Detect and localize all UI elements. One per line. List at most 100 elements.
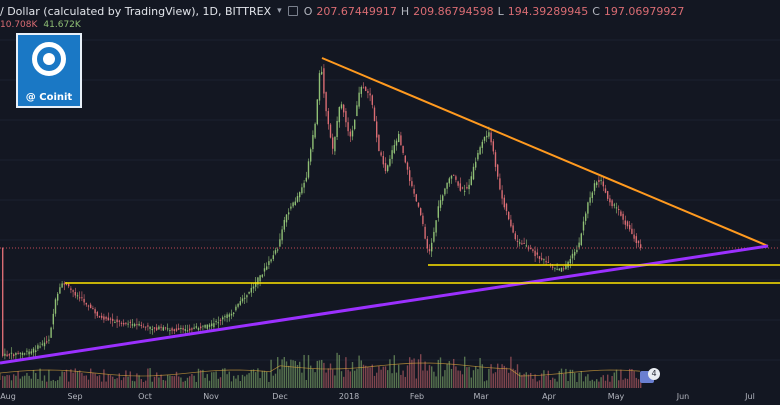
candle-body <box>285 214 288 223</box>
candle-body <box>530 248 532 250</box>
volume-bar <box>475 366 477 388</box>
volume-bar <box>197 368 200 388</box>
candle-body <box>433 231 435 242</box>
symbol-title[interactable]: / Dollar (calculated by TradingView), 1D… <box>0 4 272 18</box>
candle-body <box>347 122 349 132</box>
volume-bar <box>182 381 184 388</box>
volume-bar <box>560 368 563 388</box>
candle-body <box>466 187 468 189</box>
chart-header: / Dollar (calculated by TradingView), 1D… <box>0 0 780 22</box>
volume-bar <box>464 356 466 388</box>
candle-body <box>63 283 65 285</box>
volume-bar <box>536 381 538 388</box>
candle-body <box>292 202 294 207</box>
candle-body <box>98 316 101 318</box>
volume-bar <box>387 370 389 388</box>
candle-body <box>428 249 431 252</box>
volume-bar <box>43 375 46 388</box>
volume-bar <box>158 377 160 388</box>
time-axis[interactable]: Aug Sep Oct Nov Dec 2018 Feb Mar Apr May… <box>0 388 780 405</box>
candle-body <box>424 226 426 239</box>
candle-body <box>206 324 208 329</box>
candle-body <box>175 328 178 331</box>
volume-readout: 10.708K 41.672K <box>0 20 81 30</box>
candle-body <box>101 315 103 318</box>
volume-bar <box>138 375 140 388</box>
candle-body <box>395 140 398 146</box>
candle-body <box>336 120 338 138</box>
volume-bar <box>624 378 626 388</box>
candle-body <box>167 328 169 330</box>
volume-bar <box>466 367 468 388</box>
volume-bar <box>453 358 455 388</box>
candle-body <box>266 266 268 270</box>
volume-bar <box>580 370 582 388</box>
volume-bar <box>169 375 171 388</box>
volume-bar <box>393 355 395 388</box>
candle-body <box>354 119 356 130</box>
axis-label-nov: Nov <box>203 392 219 401</box>
candle-body <box>83 298 85 303</box>
volume-bar <box>114 379 116 388</box>
candle-body <box>475 161 477 168</box>
candle-body <box>8 354 10 356</box>
candle-body <box>19 352 21 354</box>
volume-bar <box>343 376 345 388</box>
volume-bar <box>81 372 83 388</box>
candle-body <box>68 284 70 287</box>
candle-body <box>620 211 622 216</box>
volume-bar <box>248 373 250 388</box>
volume-bar <box>477 369 479 388</box>
volume-bar <box>472 370 475 388</box>
candle-body <box>380 152 382 156</box>
candle-body <box>547 261 549 263</box>
open-value: 207.67449917 <box>316 4 397 18</box>
candle-body <box>281 229 283 241</box>
chevron-down-icon[interactable]: ▾ <box>277 6 282 16</box>
candle-body <box>532 249 534 251</box>
candle-body <box>4 353 6 356</box>
volume-bar <box>422 370 424 388</box>
volume-bar <box>281 359 283 388</box>
axis-label-aug: Aug <box>0 392 16 401</box>
volume-bar <box>321 359 323 388</box>
candle-body <box>96 311 98 316</box>
candle-body <box>114 322 116 324</box>
volume-bar <box>571 369 574 388</box>
visibility-icon[interactable] <box>287 6 298 16</box>
candle-body <box>367 91 369 93</box>
volume-bar <box>50 380 52 388</box>
candle-body <box>541 258 543 260</box>
candle-body <box>486 135 488 138</box>
notification-badge[interactable]: 4 <box>640 368 664 384</box>
axis-label-oct: Oct <box>138 392 152 401</box>
candle-body <box>184 329 186 331</box>
volume-bar <box>90 368 92 388</box>
volume-bar <box>479 357 481 388</box>
candle-body <box>607 191 609 199</box>
volume-bar <box>442 376 444 388</box>
volume-bar <box>63 371 65 388</box>
volume-bar <box>292 360 294 388</box>
volume-bar <box>563 373 565 388</box>
volume-bar <box>72 372 74 388</box>
candle-body <box>158 326 160 330</box>
candle-body <box>640 244 642 248</box>
candle-body <box>442 195 444 201</box>
volume-bar <box>373 375 376 388</box>
candle-body <box>52 313 54 325</box>
volume-bar <box>622 379 624 388</box>
volume-bar <box>325 372 327 388</box>
low-value: 194.39289945 <box>507 4 589 18</box>
candle-body <box>162 327 164 331</box>
volume-bar <box>136 373 138 388</box>
volume-value-b: 41.672K <box>43 20 81 30</box>
candle-body <box>138 323 140 326</box>
close-key: C <box>592 4 600 18</box>
volume-bar <box>255 372 257 388</box>
volume-bar <box>362 364 365 388</box>
candle-body <box>534 250 536 257</box>
candle-body <box>499 178 501 190</box>
